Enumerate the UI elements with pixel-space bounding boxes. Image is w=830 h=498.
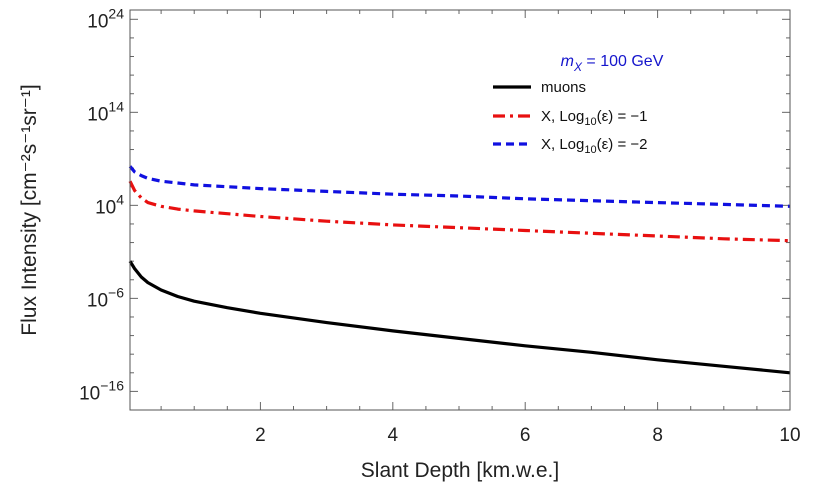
x-axis-label: Slant Depth [km.w.e.] — [361, 459, 559, 482]
legend-label-sub: 10 — [584, 144, 596, 156]
series-layer — [128, 165, 791, 375]
x-tick-label: 4 — [388, 425, 399, 446]
y-axis-label: Flux Intensity [cm⁻²s⁻¹sr⁻¹] — [18, 84, 41, 335]
plot-frame — [129, 9, 791, 411]
x-tick-label: 8 — [652, 425, 663, 446]
legend-title-var: m — [561, 53, 574, 70]
series-line-0 — [128, 260, 791, 375]
y-tick-base: 10 — [87, 11, 108, 32]
legend-title-sub: X — [573, 60, 583, 74]
y-tick-label: 10−16 — [79, 377, 124, 404]
legend-title-rest: = 100 GeV — [582, 53, 664, 70]
y-tick-label: 1024 — [87, 5, 124, 32]
y-tick-base: 10 — [87, 104, 108, 125]
legend-label-suffix: (ε) = −1 — [597, 108, 648, 125]
y-tick-exponent: −16 — [100, 377, 124, 393]
series-line-1 — [128, 180, 791, 243]
y-tick-exponent: −6 — [108, 284, 124, 300]
y-tick-base: 10 — [95, 197, 116, 218]
legend-label-suffix: (ε) = −2 — [597, 136, 648, 153]
y-tick-base: 10 — [79, 383, 100, 404]
y-tick-base: 10 — [87, 290, 108, 311]
legend-label-sub: 10 — [584, 116, 596, 128]
series-line-2 — [128, 165, 791, 208]
x-tick-label: 6 — [520, 425, 531, 446]
y-tick-label: 10−6 — [87, 284, 124, 311]
y-tick-exponent: 4 — [116, 191, 124, 207]
y-tick-label: 104 — [95, 191, 124, 218]
x-tick-label: 2 — [255, 425, 266, 446]
y-tick-exponent: 24 — [108, 5, 124, 21]
legend-label-2: X, Log10(ε) = −2 — [541, 136, 648, 156]
legend-label-1: X, Log10(ε) = −1 — [541, 108, 648, 128]
legend-title: mX = 100 GeV — [561, 53, 664, 74]
legend-label-0: muons — [541, 79, 586, 96]
x-tick-label: 10 — [779, 425, 800, 446]
y-tick-label: 1014 — [87, 98, 124, 125]
legend-label-prefix: X, Log — [541, 108, 584, 125]
legend-label-prefix: X, Log — [541, 136, 584, 153]
y-tick-exponent: 14 — [108, 98, 124, 114]
